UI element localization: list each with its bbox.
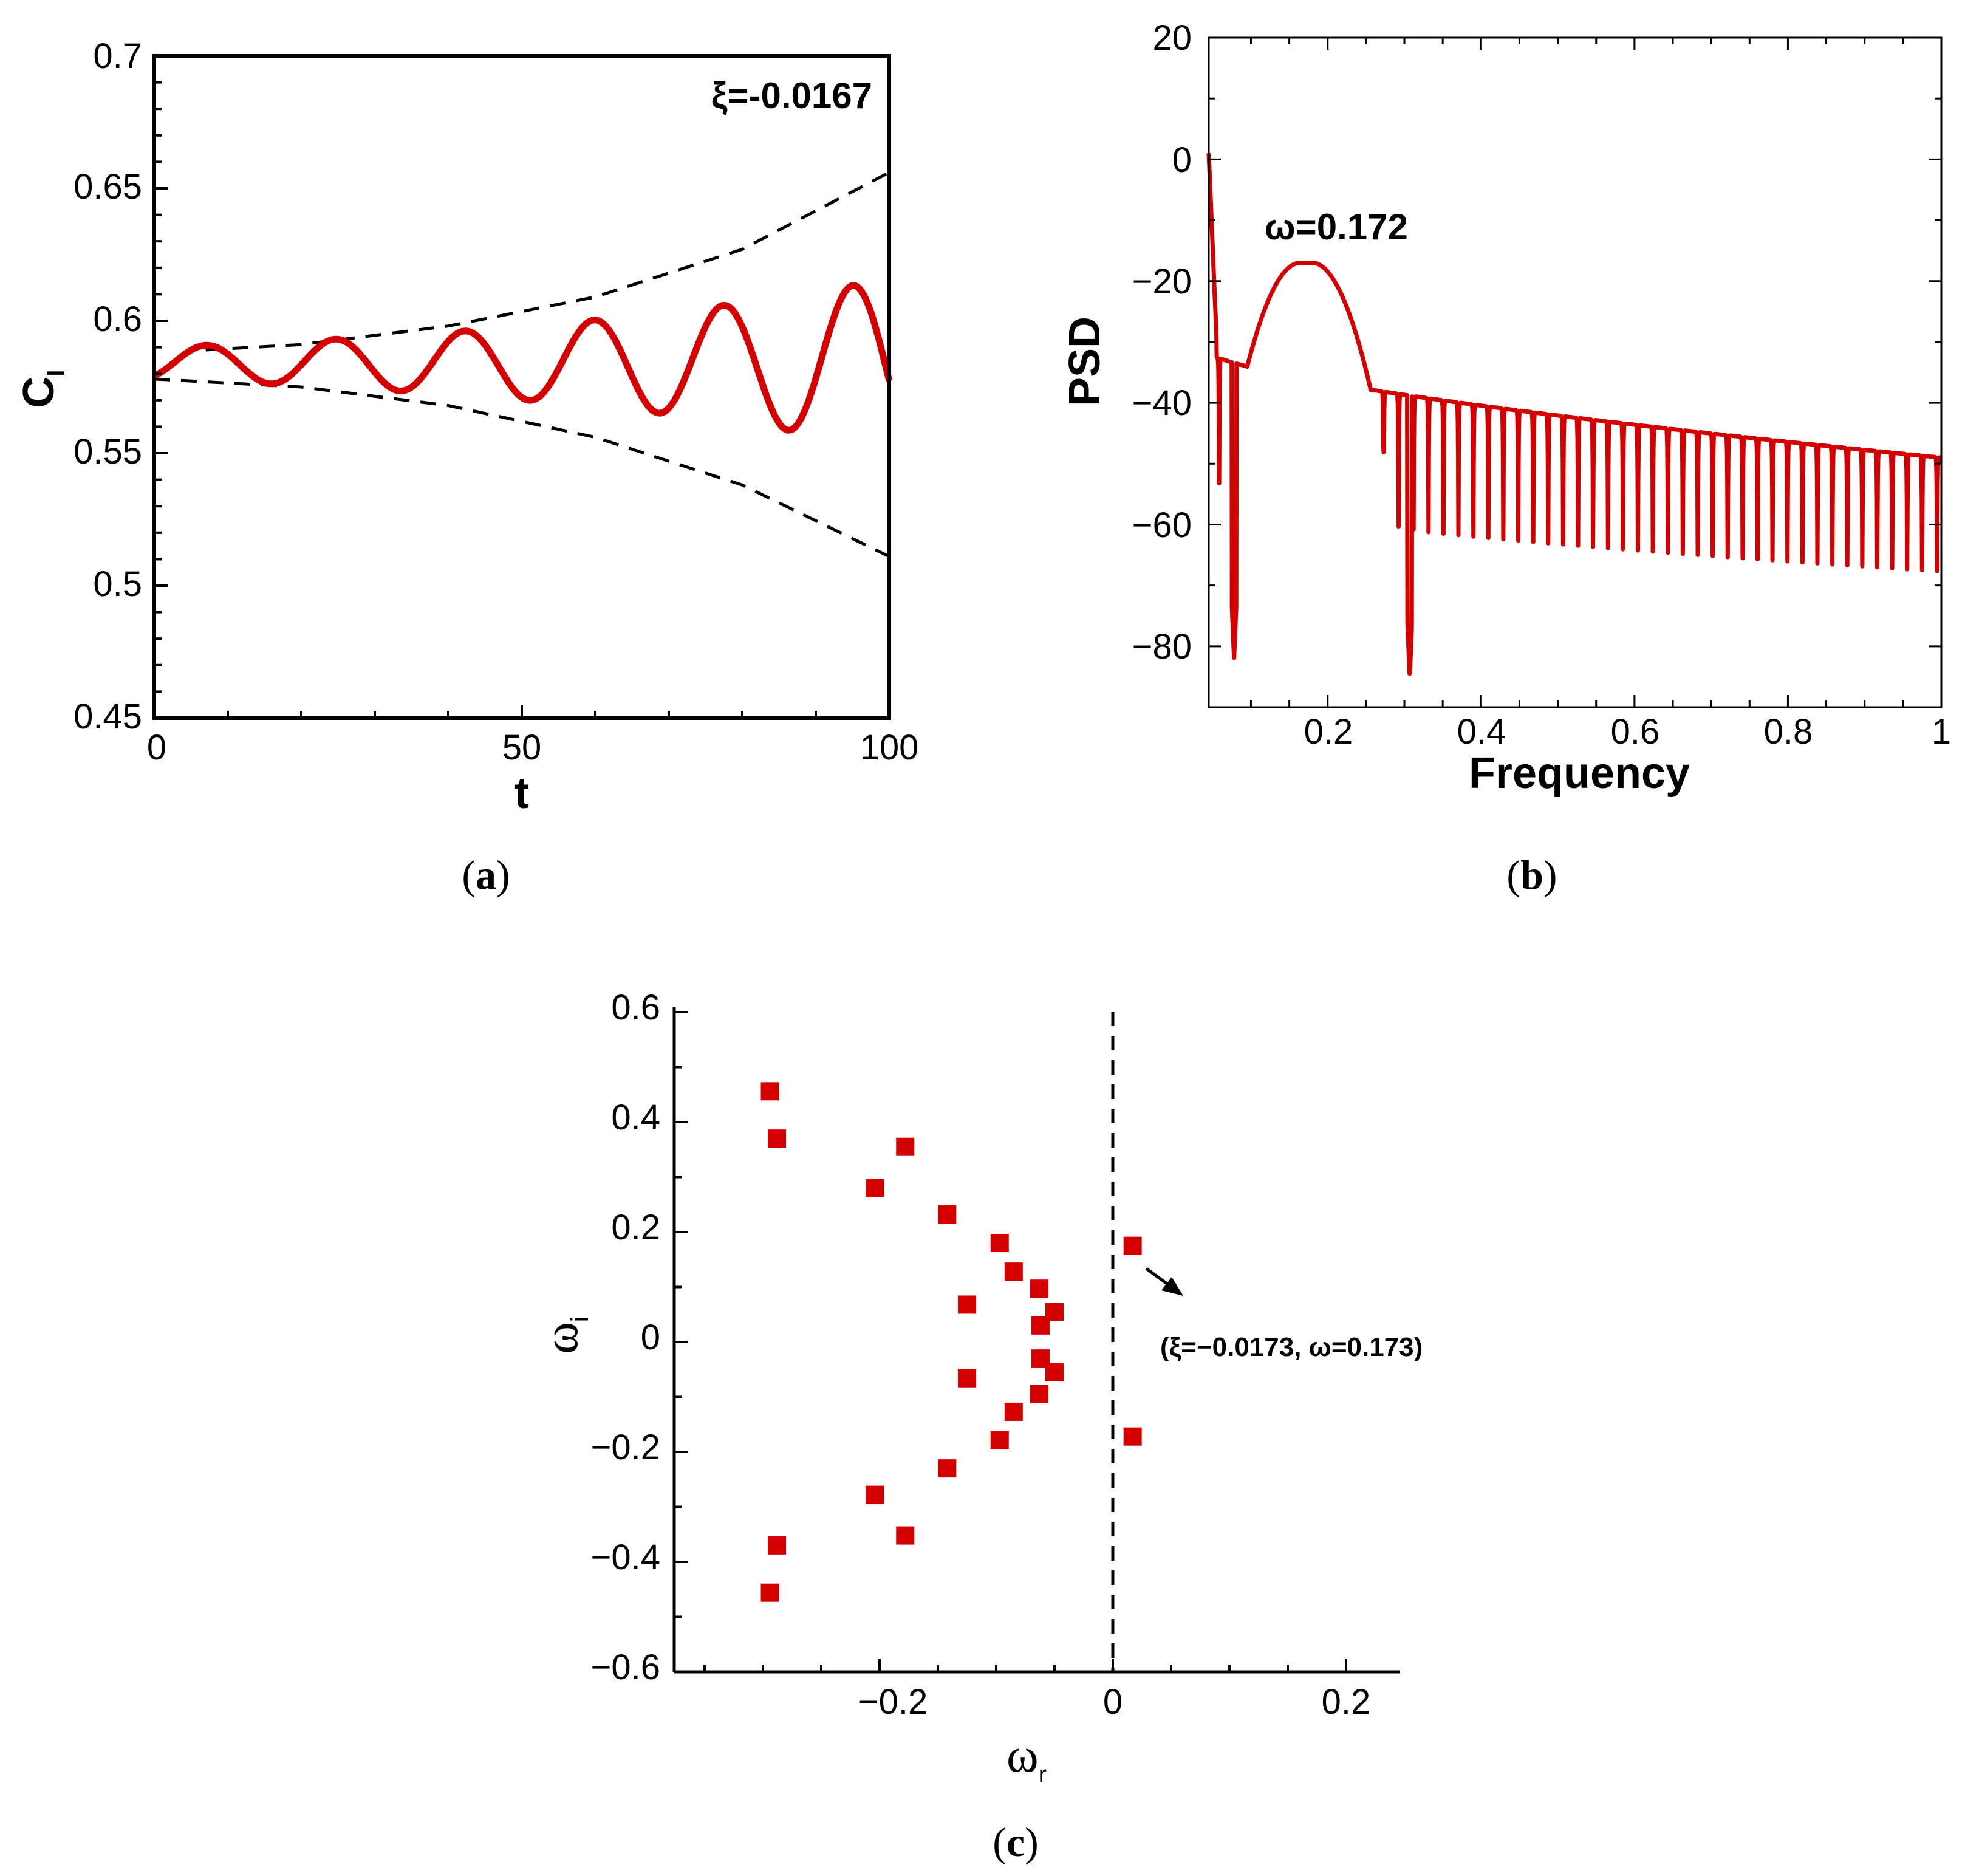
- panel-b-xtick-4: 1: [1932, 712, 1951, 751]
- panel-c-marker-14: [896, 1526, 915, 1545]
- panel-a-ylabel-sub: l: [43, 369, 70, 376]
- panel-b-ytick-5: −80: [1132, 627, 1192, 666]
- panel-c-marker-11: [1123, 1236, 1142, 1255]
- panel-b-ytick-0: 20: [1152, 18, 1192, 58]
- panel-a-ytick-5: 0.7: [93, 36, 142, 76]
- panel-c: 0.6 0.4 0.2 0 −0.2 −0.4 −0.6 −0.2 0 0.2 …: [535, 988, 1423, 1865]
- panel-c-ytick-6: −0.6: [591, 1648, 661, 1687]
- panel-c-arrow: [1145, 1267, 1183, 1296]
- panel-b-xtick-3: 0.8: [1764, 712, 1813, 751]
- panel-b-xtick-0: 0.2: [1304, 712, 1353, 751]
- panel-c-marker-4: [938, 1205, 957, 1224]
- panel-a-ytick-1: 0.5: [93, 564, 142, 604]
- panel-a-xlabel: t: [514, 769, 529, 818]
- panel-c-xlabel-sub: r: [1039, 1761, 1047, 1788]
- panel-c-marker-8: [958, 1295, 976, 1314]
- panel-a-ytick-4: 0.65: [73, 167, 142, 207]
- panel-a-annotation: ξ=-0.0167: [711, 75, 872, 116]
- panel-b: 20 0 −20 −40 −60 −80 0.2 0.4 0.6 0.8 1 F…: [1061, 18, 1951, 898]
- panel-c-marker-12: [760, 1583, 779, 1602]
- panel-c-marker-22: [1031, 1349, 1050, 1368]
- panel-a-plot: [152, 171, 893, 558]
- panel-c-ylabel-sub: i: [567, 1316, 593, 1322]
- panel-b-psd-line: [1206, 153, 1943, 676]
- panel-a-ytick-0: 0.45: [73, 697, 142, 736]
- panel-a-envelope-lower: [154, 377, 890, 558]
- panel-c-marker-15: [866, 1485, 884, 1504]
- panel-c-marker-20: [958, 1369, 976, 1388]
- panel-c-annotation: (ξ=−0.0173, ω=0.173): [1160, 1332, 1423, 1362]
- panel-b-annotation: ω=0.172: [1265, 207, 1408, 247]
- panel-c-ytick-0: 0.6: [611, 988, 660, 1027]
- panel-c-marker-1: [768, 1129, 787, 1148]
- panel-c-marker-6: [1004, 1262, 1023, 1281]
- panel-b-ylabel: PSD: [1061, 317, 1109, 406]
- panel-b-ytick-2: −20: [1132, 262, 1192, 301]
- panel-c-xtick-2: 0.2: [1322, 1682, 1371, 1722]
- panel-b-ytick-1: 0: [1172, 140, 1192, 180]
- panel-c-ytick-4: −0.2: [591, 1428, 661, 1467]
- svg-text:ωi: ωi: [535, 1316, 593, 1354]
- panel-c-markers: [760, 1082, 1142, 1602]
- panel-a-envelope-upper: [205, 171, 890, 352]
- panel-c-caption: (c): [993, 1819, 1039, 1865]
- panel-c-ytick-2: 0.2: [611, 1208, 660, 1247]
- panel-b-caption: (b): [1506, 852, 1557, 898]
- panel-b-xtick-1: 0.4: [1457, 712, 1506, 751]
- svg-text:Cl: Cl: [15, 369, 70, 408]
- panel-c-ytick-5: −0.4: [591, 1538, 661, 1577]
- panel-c-marker-3: [866, 1179, 884, 1197]
- panel-b-xlabel: Frequency: [1469, 749, 1690, 798]
- panel-a-ytick-3: 0.6: [93, 300, 142, 339]
- panel-c-ylabel-main: ω: [535, 1322, 588, 1354]
- panel-a-signal-line: [152, 282, 893, 434]
- panel-c-ytick-1: 0.4: [611, 1098, 660, 1137]
- panel-c-marker-0: [760, 1082, 779, 1101]
- panel-b-frame: [1208, 36, 1943, 708]
- panel-c-marker-16: [938, 1459, 957, 1478]
- panel-c-marker-7: [1030, 1279, 1049, 1298]
- panel-c-marker-23: [1123, 1427, 1142, 1446]
- panel-c-xlabel: ωr: [1006, 1729, 1047, 1788]
- panel-a-xtick-0: 0: [147, 728, 166, 767]
- panel-c-marker-10: [1031, 1316, 1050, 1335]
- panel-b-xtick-2: 0.6: [1611, 712, 1660, 751]
- panel-c-marker-19: [1030, 1385, 1049, 1403]
- panel-a-frame: [152, 54, 891, 720]
- panel-b-ytick-4: −60: [1132, 505, 1192, 545]
- panel-c-marker-18: [1004, 1402, 1023, 1421]
- panel-a-xtick-2: 100: [860, 728, 919, 767]
- panel-a-ylabel: Cl: [15, 369, 70, 408]
- panel-c-ytick-3: 0: [641, 1318, 660, 1357]
- panel-a-ytick-2: 0.55: [73, 432, 142, 471]
- panel-a-xtick-1: 50: [502, 728, 542, 767]
- panel-c-marker-2: [896, 1137, 915, 1156]
- panel-a-caption: (a): [462, 852, 510, 898]
- panel-c-xtick-1: 0: [1103, 1682, 1123, 1722]
- panel-a-ylabel-main: C: [15, 377, 63, 408]
- panel-c-marker-13: [768, 1536, 787, 1555]
- panel-b-ticks: [1209, 36, 1943, 708]
- panel-c-marker-17: [990, 1431, 1009, 1450]
- panel-c-marker-5: [990, 1234, 1009, 1253]
- panel-c-ylabel: ωi: [535, 1316, 593, 1354]
- panel-c-xtick-0: −0.2: [858, 1682, 928, 1722]
- panel-a: 0.45 0.5 0.55 0.6 0.65 0.7 0 50 100 t Cl…: [15, 36, 918, 898]
- panel-b-ytick-3: −40: [1132, 383, 1192, 423]
- panel-c-ticks: [674, 1011, 1347, 1673]
- panel-a-ticks: [153, 55, 890, 719]
- panel-c-xlabel-main: ω: [1006, 1729, 1039, 1782]
